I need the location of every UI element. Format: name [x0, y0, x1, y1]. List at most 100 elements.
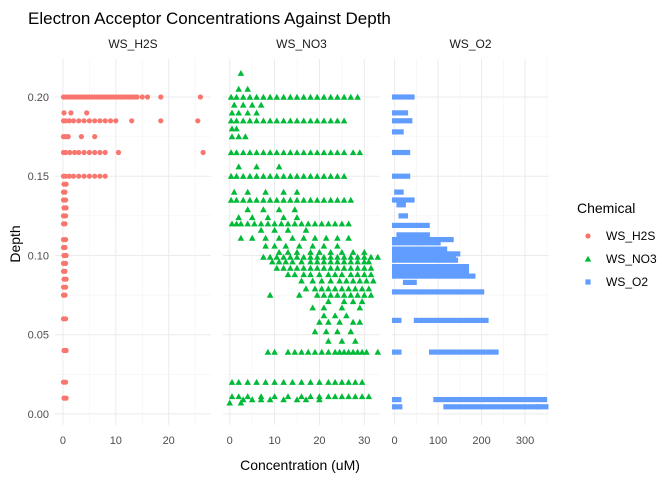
- data-point: [325, 220, 332, 227]
- data-point: [300, 234, 307, 241]
- data-point: [287, 117, 294, 124]
- data-point: [246, 196, 254, 203]
- data-point: [293, 93, 301, 100]
- x-tick-label: 200: [472, 435, 490, 447]
- data-point: [318, 348, 325, 355]
- data-point: [340, 258, 348, 265]
- data-point: [260, 149, 267, 156]
- data-point: [271, 220, 278, 227]
- data-point: [273, 264, 281, 271]
- data-point: [280, 396, 287, 403]
- data-point: [266, 93, 274, 100]
- data-point: [227, 117, 235, 124]
- data-point: [237, 234, 245, 241]
- data-point: [327, 258, 334, 265]
- data-point: [235, 163, 242, 170]
- data-point: [246, 149, 254, 156]
- data-point-run: [392, 273, 476, 279]
- data-point-run: [394, 189, 404, 195]
- data-point: [322, 328, 330, 335]
- data-point: [66, 118, 72, 124]
- data-point: [331, 312, 339, 319]
- data-point: [195, 118, 201, 124]
- data-point: [92, 118, 98, 124]
- data-point: [253, 172, 260, 179]
- data-point: [300, 264, 307, 271]
- data-point: [361, 271, 368, 278]
- data-point: [293, 172, 301, 179]
- data-point: [300, 271, 307, 278]
- data-point: [320, 291, 328, 298]
- data-point-run: [392, 246, 448, 252]
- data-point-run: [433, 397, 548, 403]
- data-point: [271, 242, 278, 249]
- data-point: [76, 118, 82, 124]
- data-point: [313, 93, 321, 100]
- data-point: [331, 393, 339, 400]
- data-point: [273, 93, 281, 100]
- data-point: [338, 304, 346, 311]
- data-point: [275, 258, 283, 265]
- data-point: [228, 109, 236, 116]
- data-point: [325, 337, 332, 344]
- data-point-run: [392, 254, 456, 260]
- data-point: [349, 249, 357, 255]
- data-point: [287, 253, 294, 260]
- x-tick-label: 10: [110, 435, 122, 447]
- data-point: [334, 264, 341, 271]
- data-point: [307, 264, 314, 271]
- data-point: [354, 258, 361, 265]
- data-point: [284, 226, 292, 233]
- data-point: [349, 277, 357, 284]
- data-point: [228, 220, 236, 227]
- data-points-ws_h2s: [60, 94, 206, 401]
- data-point: [62, 221, 68, 227]
- data-point: [280, 93, 287, 100]
- data-point-run: [535, 404, 549, 410]
- data-point: [320, 196, 328, 203]
- data-point: [102, 149, 108, 156]
- data-points-ws_o2: [392, 94, 549, 410]
- data-point: [338, 378, 346, 385]
- data-point: [356, 149, 364, 156]
- data-point: [358, 298, 366, 305]
- data-point: [266, 149, 274, 156]
- data-point: [331, 220, 339, 227]
- y-tick-label: 0.15: [28, 171, 49, 183]
- data-point: [363, 348, 370, 355]
- data-point: [233, 93, 240, 100]
- data-point: [237, 220, 245, 227]
- legend-label-ws_no3: WS_NO3: [606, 252, 657, 266]
- data-point: [266, 172, 274, 179]
- data-point: [197, 94, 203, 100]
- data-point: [347, 196, 355, 203]
- data-point: [78, 134, 84, 140]
- data-point: [320, 253, 328, 260]
- x-tick-label: 20: [163, 435, 175, 447]
- data-point: [253, 93, 260, 100]
- data-point: [320, 149, 328, 156]
- data-point: [158, 94, 164, 100]
- data-point: [349, 298, 357, 305]
- data-point: [97, 173, 103, 179]
- data-point: [253, 378, 260, 385]
- data-point: [358, 393, 366, 400]
- data-point: [230, 188, 238, 195]
- data-point: [300, 117, 307, 124]
- data-point: [327, 93, 334, 100]
- data-point: [293, 214, 301, 221]
- data-point: [235, 378, 242, 385]
- data-point: [284, 393, 292, 400]
- data-point: [307, 117, 314, 124]
- data-point: [352, 337, 359, 344]
- data-point: [62, 244, 68, 251]
- data-point: [345, 234, 352, 241]
- data-point: [291, 220, 299, 227]
- data-point: [63, 276, 69, 282]
- data-point: [262, 378, 269, 385]
- facet-panel-ws_no3: WS_NO3 0 10 20 30: [223, 37, 382, 447]
- data-point: [334, 196, 341, 203]
- x-tick-label: 0: [227, 435, 233, 447]
- data-point: [320, 242, 328, 249]
- data-point: [280, 196, 287, 203]
